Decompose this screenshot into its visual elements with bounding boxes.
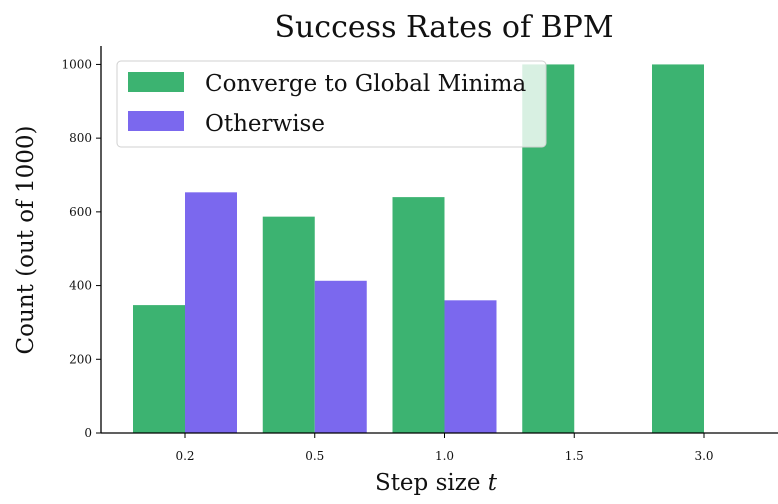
y-tick-label-200: 200 bbox=[69, 352, 92, 366]
y-ticks: 0 200 400 600 800 1000 bbox=[61, 57, 101, 440]
x-axis-label-text: Step size bbox=[375, 470, 481, 496]
y-tick-label-600: 600 bbox=[69, 205, 92, 219]
bar-converge-0.2 bbox=[133, 305, 185, 433]
chart-title: Success Rates of BPM bbox=[274, 10, 613, 45]
legend-label-otherwise: Otherwise bbox=[205, 111, 325, 137]
bar-otherwise-0.2 bbox=[185, 192, 237, 433]
bar-converge-3.0 bbox=[652, 64, 704, 433]
x-tick-label-0.2: 0.2 bbox=[175, 449, 194, 463]
legend: Converge to Global Minima Otherwise bbox=[116, 60, 547, 148]
x-tick-label-0.5: 0.5 bbox=[305, 449, 324, 463]
x-ticks: 0.2 0.5 1.0 1.5 3.0 bbox=[175, 433, 714, 463]
legend-label-converge: Converge to Global Minima bbox=[205, 71, 526, 97]
bar-otherwise-1.0 bbox=[444, 300, 497, 433]
bars-group bbox=[133, 64, 704, 433]
x-tick-label-1.0: 1.0 bbox=[435, 449, 454, 463]
y-tick-label-1000: 1000 bbox=[61, 57, 92, 71]
y-tick-label-800: 800 bbox=[69, 131, 92, 145]
bar-converge-0.5 bbox=[262, 216, 315, 433]
x-tick-label-1.5: 1.5 bbox=[565, 449, 584, 463]
x-axis-label-symbol: t bbox=[488, 470, 498, 496]
y-tick-label-400: 400 bbox=[69, 279, 92, 293]
legend-swatch-converge bbox=[128, 72, 184, 92]
x-tick-label-3.0: 3.0 bbox=[694, 449, 713, 463]
y-tick-label-0: 0 bbox=[84, 426, 92, 440]
y-axis-label: Count (out of 1000) bbox=[13, 126, 39, 355]
bar-converge-1.0 bbox=[392, 197, 445, 433]
legend-box bbox=[116, 60, 547, 148]
bar-otherwise-0.5 bbox=[314, 280, 367, 433]
x-axis-label: Step size t bbox=[375, 470, 498, 496]
legend-swatch-otherwise bbox=[128, 111, 184, 131]
